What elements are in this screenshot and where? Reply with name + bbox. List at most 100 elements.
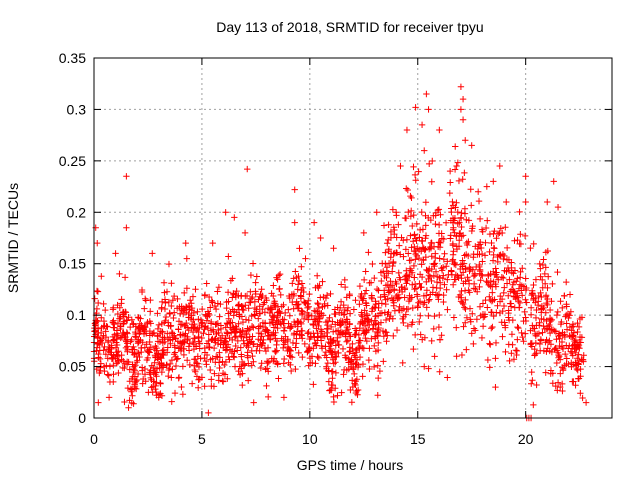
data-point-151 [528,368,535,376]
data-point-1328 [352,330,360,338]
data-point-1150 [274,360,281,367]
data-point-2231 [393,292,400,300]
data-point-986 [207,366,214,374]
data-point-279 [237,344,244,351]
data-point-803 [244,327,252,334]
data-point-2237 [522,314,529,321]
data-point-357 [272,348,279,356]
data-point-461 [481,252,489,259]
data-point-766 [230,312,237,319]
data-point-1860 [445,271,452,278]
data-point-2273 [459,257,466,264]
data-point-2142 [290,318,298,326]
data-point-1053 [430,261,438,268]
data-point-2008 [348,398,356,406]
data-point-901 [478,334,486,342]
data-point-1376 [161,319,168,326]
data-point-1452 [109,333,117,341]
data-point-1158 [129,373,136,380]
data-point-2280 [224,330,231,337]
data-point-2018 [232,290,239,298]
data-point-1811 [372,335,379,342]
data-point-837 [536,347,544,354]
data-point-1322 [382,316,390,324]
data-point-2247 [359,373,366,380]
data-point-1718 [345,365,353,373]
data-point-2075 [344,307,351,314]
data-point-889 [166,310,174,318]
data-point-813 [535,298,542,305]
data-point-677 [421,299,428,306]
data-point-1277 [224,320,231,328]
data-point-2083 [527,244,534,252]
data-point-57 [296,245,303,252]
data-point-2097 [361,290,369,297]
data-point-426 [215,377,222,384]
data-point-1573 [192,286,199,293]
data-point-1744 [179,363,187,370]
data-point-1936 [408,194,415,202]
data-point-1777 [110,317,117,324]
data-point-1025 [435,230,443,237]
y-tick-label-1: 0.05 [59,359,86,375]
data-point-1549 [194,308,201,315]
data-point-1382 [255,315,262,322]
data-point-1733 [449,240,457,248]
data-point-1245 [232,333,240,340]
data-point-2255 [356,345,363,352]
data-point-1991 [232,328,239,335]
data-point-2087 [263,382,270,390]
data-point-970 [322,294,330,302]
data-point-1583 [419,244,427,251]
data-point-1657 [196,324,203,331]
data-point-1861 [492,283,500,290]
data-point-2216 [96,341,103,349]
data-point-620 [329,375,336,382]
data-point-1613 [521,232,529,240]
data-point-2252 [324,321,331,329]
data-point-2012 [282,333,289,340]
data-point-1126 [201,292,208,299]
data-point-705 [133,376,141,384]
data-point-2275 [440,235,447,243]
data-point-1222 [464,274,471,281]
data-point-746 [523,299,530,306]
data-point-2264 [497,292,504,300]
data-point-2063 [197,316,205,324]
data-point-989 [234,347,241,354]
data-point-935 [542,309,550,316]
data-point-23 [164,344,171,351]
data-point-1997 [381,309,389,316]
data-point-820 [166,365,173,372]
data-point-1180 [365,316,372,323]
data-point-1496 [190,324,197,331]
data-point-512 [270,324,278,331]
data-point-879 [371,342,378,350]
data-point-1873 [215,326,222,334]
data-point-2222 [510,278,518,286]
data-point-1566 [324,359,331,367]
data-point-2246 [131,382,139,390]
data-point-406 [409,222,416,230]
data-point-1130 [312,317,319,325]
data-point-1797 [153,365,161,372]
data-point-2123 [457,215,465,222]
data-point-2064 [580,358,587,365]
data-point-1607 [219,378,227,385]
data-point-176 [350,306,358,313]
data-point-2303 [310,219,318,226]
data-point-1648 [262,328,269,335]
data-point-1574 [456,219,463,226]
data-point-1794 [487,308,495,316]
data-point-397 [186,297,194,304]
data-point-2070 [233,324,240,332]
data-point-1172 [170,314,177,322]
data-point-1071 [467,186,474,193]
data-point-1824 [281,339,289,346]
data-point-1762 [290,292,297,300]
data-point-1972 [536,319,543,326]
data-point-2111 [417,312,424,319]
data-point-1883 [305,362,312,369]
data-point-1313 [174,295,181,303]
data-point-678 [556,332,564,339]
